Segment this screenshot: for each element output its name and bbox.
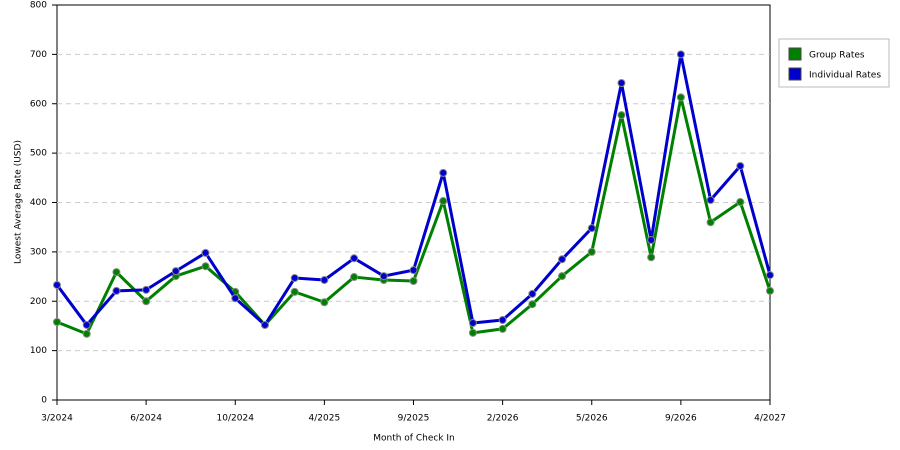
data-point [112,268,121,277]
data-point [468,328,477,337]
data-point [617,79,626,88]
data-point [498,316,507,325]
data-point [350,273,359,282]
x-tick-label: 4/2025 [309,414,341,424]
x-tick-label: 3/2024 [41,414,73,424]
x-tick-label: 6/2024 [130,414,162,424]
y-tick-label: 600 [30,99,47,109]
x-tick-label: 2/2026 [487,414,519,424]
data-point [112,286,121,295]
y-tick-label: 800 [30,1,47,11]
data-point [231,294,240,303]
data-point [82,320,91,329]
data-point [706,218,715,227]
data-point [498,324,507,333]
data-point [142,285,151,294]
data-point [290,274,299,283]
data-point [528,289,537,298]
data-point [558,255,567,264]
y-tick-label: 300 [30,247,47,257]
y-tick-label: 400 [30,198,47,208]
data-point [260,320,269,329]
data-point [468,318,477,327]
data-point [53,280,61,289]
y-tick-label: 200 [30,297,47,307]
data-point [350,254,359,263]
data-point [409,266,418,275]
data-point [528,300,537,309]
data-point [320,298,329,307]
legend-swatch [788,47,802,61]
data-point [766,271,774,280]
data-point [290,287,299,296]
y-tick-label: 0 [41,396,47,406]
data-point [676,50,685,59]
x-tick-label: 4/2027 [754,414,786,424]
legend-label: Group Rates [809,51,865,61]
data-point [647,236,656,245]
x-axis-title: Month of Check In [373,434,455,444]
data-point [617,111,626,120]
data-point [766,286,774,295]
data-point [171,267,180,276]
data-point [439,168,448,177]
data-point [53,317,61,326]
x-tick-label: 9/2025 [398,414,430,424]
x-tick-label: 5/2026 [576,414,608,424]
data-point [379,272,388,281]
data-point [736,198,745,207]
data-point [82,329,91,338]
data-point [706,196,715,205]
y-axis-title: Lowest Average Rate (USD) [14,140,24,264]
y-tick-label: 100 [30,346,47,356]
data-point [201,262,210,271]
data-point [201,248,210,257]
data-point [736,161,745,170]
y-tick-label: 700 [30,50,47,60]
data-point [676,93,685,102]
legend-label: Individual Rates [809,71,881,81]
y-tick-label: 500 [30,149,47,159]
data-point [558,272,567,281]
data-point [142,297,151,306]
legend-swatch [788,67,802,81]
data-point [587,247,596,256]
data-point [647,253,656,262]
x-tick-label: 9/2026 [665,414,697,424]
data-point [320,276,329,285]
data-point [439,197,448,206]
data-point [587,224,596,233]
data-point [409,277,418,286]
x-tick-label: 10/2024 [217,414,255,424]
